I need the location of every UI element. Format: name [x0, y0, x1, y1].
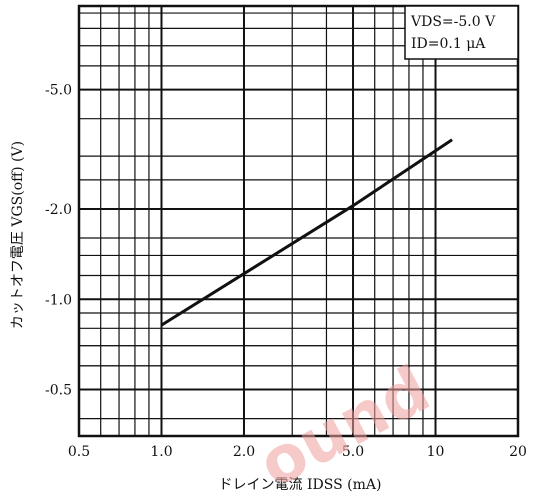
x-tick-label: 20 — [509, 444, 527, 460]
series-layer — [160, 138, 453, 327]
legend-box — [404, 5, 519, 60]
y-tick-label: -5.0 — [45, 83, 72, 99]
legend: VDS=-5.0 V ID=0.1 μA — [404, 5, 519, 60]
x-tick-label: 10 — [427, 444, 445, 460]
y-axis-title: カットオフ電圧 VGS(off) (V) — [10, 141, 26, 329]
x-axis-title: ドレイン電流 IDSS (mA) — [219, 477, 382, 493]
grid-minor-lines — [79, 6, 518, 436]
series-line-1 — [160, 138, 453, 327]
legend-line-2: ID=0.1 μA — [411, 36, 486, 52]
x-tick-label: 2.0 — [233, 444, 255, 460]
x-tick-label: 5.0 — [342, 444, 364, 460]
grid-major-lines — [79, 6, 518, 436]
x-tick-label: 1.0 — [150, 444, 172, 460]
x-tick-label: 0.5 — [68, 444, 90, 460]
y-tick-label: -0.5 — [45, 383, 72, 399]
y-tick-label: -1.0 — [45, 292, 72, 308]
y-tick-labels: -0.5 -1.0 -2.0 -5.0 — [45, 83, 72, 399]
legend-line-1: VDS=-5.0 V — [410, 14, 496, 30]
y-tick-label: -2.0 — [45, 202, 72, 218]
plot-frame — [77, 4, 520, 438]
x-tick-labels: 0.5 1.0 2.0 5.0 10 20 — [68, 444, 527, 460]
